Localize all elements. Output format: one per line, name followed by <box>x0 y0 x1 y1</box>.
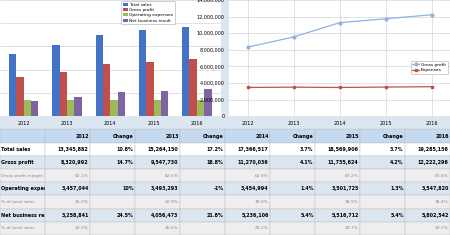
Bar <box>9 54 17 116</box>
Expenses <box>291 86 297 89</box>
Gross profit <box>291 35 297 38</box>
Legend: Total sales, Gross profit, Operating expenses, Net business result: Total sales, Gross profit, Operating exp… <box>122 1 175 24</box>
Gross profit <box>383 17 388 20</box>
Bar <box>17 78 24 116</box>
Bar <box>117 92 125 116</box>
Bar <box>153 100 161 116</box>
Bar <box>24 100 31 116</box>
Bar <box>189 59 197 116</box>
Expenses <box>383 86 388 89</box>
Gross profit <box>337 21 342 24</box>
Bar <box>139 30 146 116</box>
Expenses <box>429 85 434 88</box>
Gross profit <box>245 46 251 48</box>
Bar <box>197 100 204 116</box>
Bar <box>204 89 212 116</box>
Bar <box>103 64 110 116</box>
Line: Gross profit: Gross profit <box>247 13 433 48</box>
Bar <box>67 100 74 116</box>
Expenses <box>337 86 342 89</box>
Gross profit <box>429 13 434 16</box>
Bar <box>74 97 82 116</box>
Bar <box>146 62 153 116</box>
Bar <box>182 27 189 116</box>
Bar <box>95 35 103 116</box>
Expenses <box>245 86 251 89</box>
Line: Expenses: Expenses <box>247 85 433 89</box>
Bar <box>52 45 60 116</box>
Bar <box>161 90 168 116</box>
Bar <box>110 100 117 116</box>
Bar <box>60 72 67 116</box>
Bar <box>31 101 39 116</box>
Legend: Gross profit, Expenses: Gross profit, Expenses <box>411 61 448 74</box>
